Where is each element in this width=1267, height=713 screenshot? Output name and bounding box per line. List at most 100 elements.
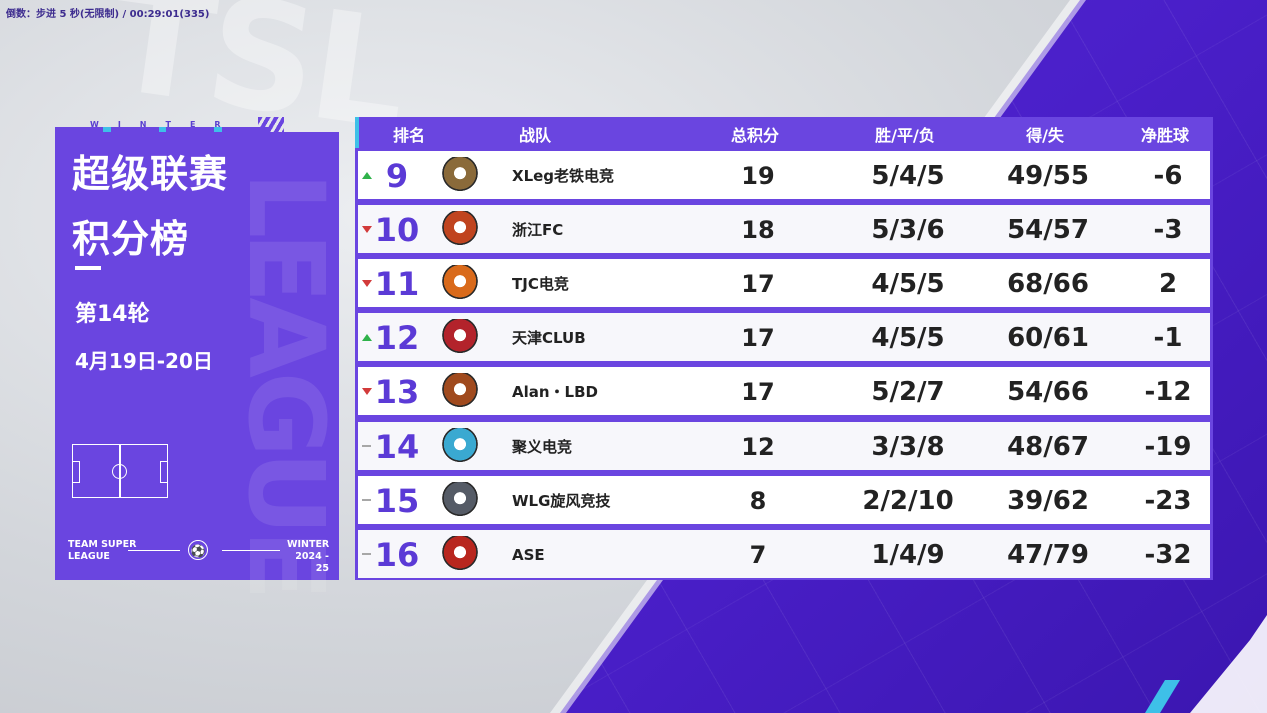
goals-value: 60/61 [1007,323,1089,353]
points-value: 8 [749,487,767,515]
table-row: 10 浙江FC 18 5/3/6 54/57 -3 [358,205,1210,253]
winter-label: WINTER [90,120,240,129]
trend-down-icon [362,280,372,287]
team-name: XLeg老铁电竞 [512,167,615,185]
points-value: 12 [741,433,775,461]
pitch-icon [72,444,168,498]
rank-number: 12 [374,319,420,357]
wdl-value: 5/2/7 [871,377,945,407]
header-goal-diff: 净胜球 [1140,126,1189,145]
footer-left-line1: TEAM SUPER [68,539,137,550]
date-label: 4月19日-20日 [75,349,213,373]
wdl-value: 3/3/8 [871,432,945,462]
trend-same-icon [362,499,371,501]
header-goals: 得/失 [1026,126,1064,145]
footer-right: WINTER 2024 - 25 [287,539,329,575]
footer-left: TEAM SUPER LEAGUE [68,539,136,563]
goals-value: 39/62 [1007,486,1089,516]
trend-up-icon [362,172,372,179]
header-rank: 排名 [392,126,425,145]
footer-right-line2: 2024 - 25 [295,551,329,574]
rank-number: 15 [374,482,420,520]
points-value: 7 [749,541,767,569]
title-line-1: 超级联赛 [72,152,229,196]
rank-number: 13 [374,373,420,411]
trend-same-icon [362,553,371,555]
round-label: 第14轮 [75,302,150,327]
goal-diff-value: -1 [1153,323,1183,353]
goals-value: 68/66 [1007,269,1089,299]
trend-same-icon [362,445,371,447]
table-row: 11 TJC电竞 17 4/5/5 68/66 2 [358,259,1210,307]
goals-value: 47/79 [1007,540,1089,570]
points-value: 17 [741,270,775,298]
footer-divider-right [222,550,280,551]
phoenix-logo-icon [442,265,478,301]
footer-left-line2: LEAGUE [68,551,110,562]
footer-divider-left [128,550,180,551]
trend-down-icon [362,226,372,233]
shield-logo-icon [442,211,478,247]
tornado-logo-icon [442,482,478,518]
table-row: 16 ASE 7 1/4/9 47/79 -32 [358,530,1210,578]
dragon-logo-icon [442,536,478,572]
table-header-accent [355,117,359,148]
trend-up-icon [362,334,372,341]
demon-logo-icon [442,319,478,355]
eagle-logo-icon [442,373,478,409]
rank-number: 16 [374,536,420,574]
table-row: 15 WLG旋风竞技 8 2/2/10 39/62 -23 [358,476,1210,524]
title-panel: LEAGUE [55,132,347,595]
goal-diff-value: -12 [1144,377,1192,407]
team-name: WLG旋风竞技 [512,492,611,510]
goals-value: 49/55 [1007,161,1089,191]
team-name: 浙江FC [512,221,564,239]
panel-vertical-word: LEAGUE [225,172,347,595]
header-points: 总积分 [730,126,779,145]
bird-logo-icon [442,157,478,193]
wdl-value: 4/5/5 [871,269,945,299]
team-name: ASE [512,546,545,564]
footer-right-line1: WINTER [287,539,330,550]
team-name: TJC电竞 [512,275,569,293]
rank-number: 14 [374,428,420,466]
goals-value: 54/57 [1007,215,1089,245]
header-team: 战队 [518,126,551,145]
rank-number: 9 [385,157,409,195]
points-value: 18 [741,216,775,244]
trend-down-icon [362,388,372,395]
rank-number: 11 [374,265,420,303]
goal-diff-value: -3 [1153,215,1183,245]
goals-value: 48/67 [1007,432,1089,462]
wdl-value: 5/3/6 [871,215,945,245]
table-row: 9 XLeg老铁电竞 19 5/4/5 49/55 -6 [358,151,1210,199]
goal-diff-value: 2 [1158,269,1178,299]
wdl-value: 1/4/9 [871,540,945,570]
goal-diff-value: -32 [1144,540,1192,570]
header-wdl: 胜/平/负 [875,126,935,145]
goal-diff-value: -19 [1144,432,1192,462]
ball-icon: ⚽ [188,540,208,560]
wdl-value: 4/5/5 [871,323,945,353]
standings-table: 排名 战队 总积分 胜/平/负 得/失 净胜球 9 XLeg老铁电竞 19 5/4/5… [355,117,1213,580]
goal-diff-value: -6 [1153,161,1183,191]
goals-value: 54/66 [1007,377,1089,407]
team-name: 天津CLUB [512,329,586,347]
team-name: 聚义电竞 [512,438,573,456]
points-value: 19 [741,162,775,190]
overlay-timer: 倒数：步进 5 秒(无限制) / 00:29:01(335) [6,9,210,20]
winter-top-bar [55,127,270,133]
points-value: 17 [741,378,775,406]
rank-number: 10 [374,211,420,249]
wdl-value: 2/2/10 [862,486,954,516]
goal-diff-value: -23 [1144,486,1192,516]
title-line-2: 积分榜 [72,217,190,261]
table-row: 13 Alan・LBD 17 5/2/7 54/66 -12 [358,367,1210,415]
panel-slash-decoration [258,117,284,133]
points-value: 17 [741,324,775,352]
table-header: 排名 战队 总积分 胜/平/负 得/失 净胜球 [355,117,1213,148]
wolf-logo-icon [442,428,478,464]
wdl-value: 5/4/5 [871,161,945,191]
table-row: 14 聚义电竞 12 3/3/8 48/67 -19 [358,422,1210,470]
team-name: Alan・LBD [512,383,598,401]
